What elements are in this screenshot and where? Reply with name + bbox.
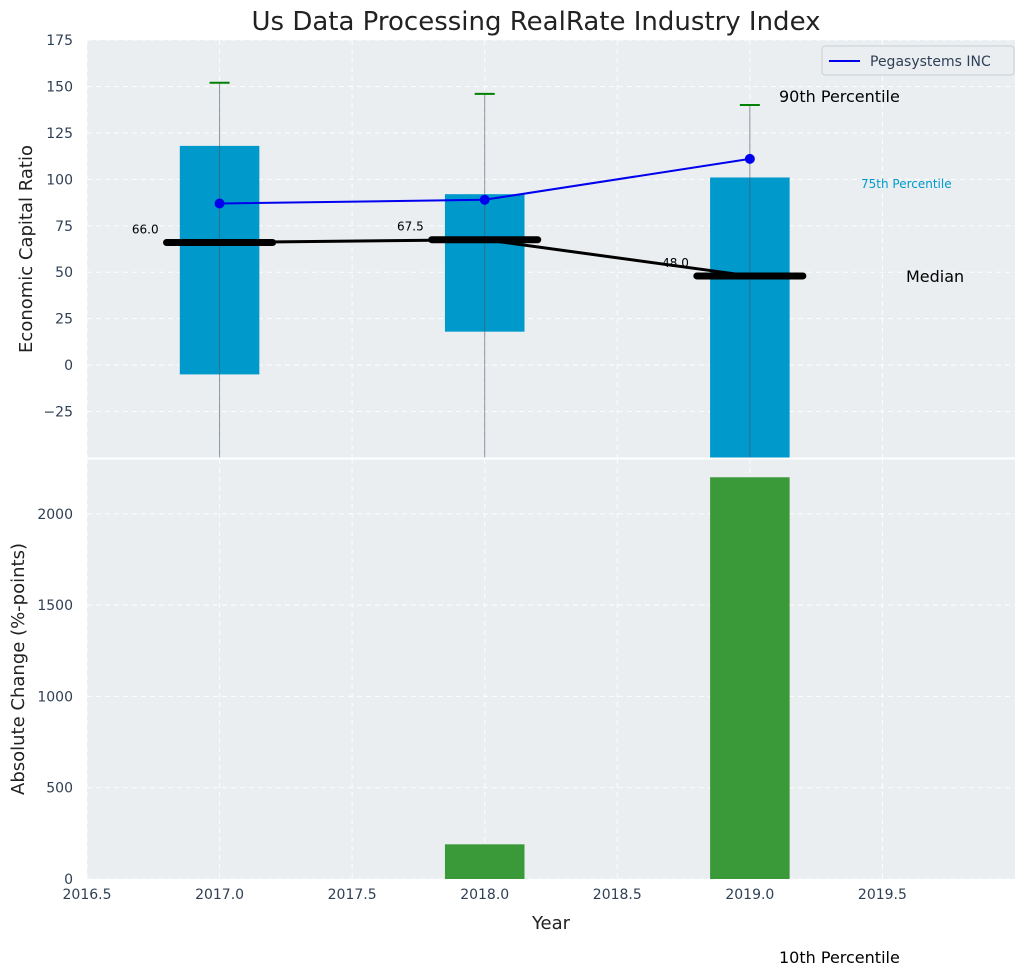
change-bar [710,477,790,879]
x-tick-label: 2018.5 [593,887,642,903]
x-tick-label: 2017.0 [195,887,244,903]
change-bar [444,844,525,879]
median-value-label: 48.0 [662,256,689,270]
bottom-plot-area [87,459,1015,879]
axis-ticks: 2016.5 2017.0 2017.5 2018.0 2018.5 2019.0 2019… [37,33,1015,903]
annotation-90th-percentile: 90th Percentile [779,87,900,106]
bottom-y-tick-label: 1000 [37,689,73,705]
company-point [744,153,755,164]
x-tick-label: 2018.0 [460,887,509,903]
legend: Pegasystems INC [821,45,1015,76]
bottom-y-axis-label: Absolute Change (%-points) [8,543,29,795]
annotation-10th-percentile: 10th Percentile [779,948,900,967]
box-plot: 66.0 67.5 48.0 [132,81,807,458]
top-y-tick-label: 25 [55,312,73,328]
chart-title: Us Data Processing RealRate Industry Ind… [251,7,820,37]
top-y-tick-label: −25 [43,405,73,421]
top-y-tick-label: 50 [55,265,73,281]
x-tick-label: 2019.5 [858,887,907,903]
company-point [214,198,225,209]
annotation-75th-percentile: 75th Percentile [861,177,952,191]
legend-company-label: Pegasystems INC [870,54,991,70]
x-tick-label: 2017.5 [328,887,377,903]
top-y-tick-label: 175 [46,33,73,49]
x-tick-label: 2019.0 [725,887,774,903]
top-y-axis-label: Economic Capital Ratio [16,145,37,353]
company-point [479,194,490,205]
median-value-label: 66.0 [132,222,159,236]
top-y-tick-label: 125 [46,126,73,142]
top-y-tick-label: 150 [46,79,73,95]
top-y-tick-label: 100 [46,172,73,188]
top-y-tick-label: 75 [55,219,73,235]
top-y-tick-label: 0 [64,358,73,374]
change-bars [444,477,790,879]
median-value-label: 67.5 [397,220,424,234]
legend-box [821,45,1015,76]
x-tick-label: 2016.5 [63,887,112,903]
bottom-y-tick-label: 0 [64,872,73,888]
x-axis-label: Year [531,913,571,934]
bottom-y-tick-label: 2000 [37,507,73,523]
bottom-y-tick-label: 1500 [37,598,73,614]
bottom-y-tick-label: 500 [46,781,73,797]
annotation-median: Median [906,267,964,286]
